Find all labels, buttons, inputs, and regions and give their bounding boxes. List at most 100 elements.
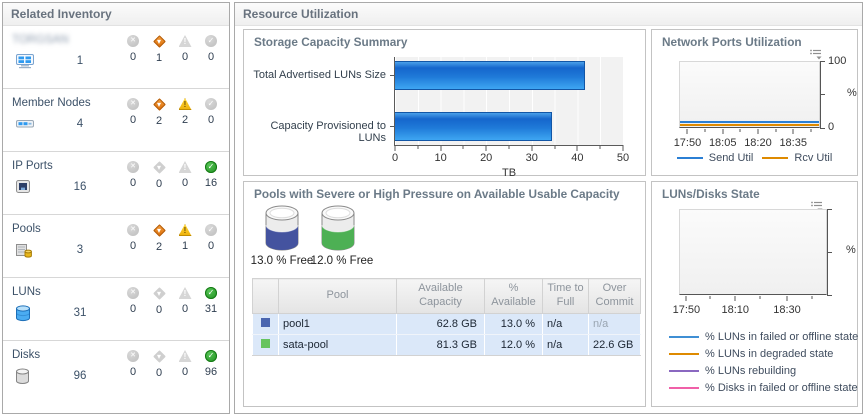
legend-item: % LUNs rebuilding <box>669 365 858 377</box>
critical-status-icon <box>127 98 139 110</box>
inventory-item-count: 96 <box>73 370 87 382</box>
inventory-item-count: 31 <box>73 307 87 319</box>
luns-degraded-swatch <box>669 353 699 355</box>
normal-status-icon <box>205 224 217 236</box>
legend-item: % LUNs in degraded state <box>669 348 858 360</box>
chart-options-icon[interactable] <box>809 48 825 62</box>
x-tick-label: 10 <box>434 152 447 164</box>
table-header-row: Pool Available Capacity % Available Time… <box>252 278 641 314</box>
time-to-full-column-header[interactable]: Time to Full <box>542 278 589 314</box>
card-title: Pools with Severe or High Pressure on Av… <box>254 187 620 201</box>
inventory-item-label[interactable]: Pools <box>12 223 41 235</box>
pct-available-cell: 13.0 % <box>484 313 543 335</box>
y-axis <box>820 61 825 129</box>
status-summary: 0 0 0 96 <box>120 350 224 379</box>
disks-failed-swatch <box>669 387 699 389</box>
pools-pressure-card: Pools with Severe or High Pressure on Av… <box>243 181 646 407</box>
time-to-full-cell: n/a <box>542 313 589 335</box>
inventory-item-label[interactable]: IP Ports <box>12 160 53 172</box>
critical-status-icon <box>127 350 139 362</box>
y-axis <box>827 209 832 296</box>
gauge-free-label: 13.0 % Free <box>250 255 314 267</box>
inventory-item-label[interactable]: TORGSAN <box>12 34 69 46</box>
gauge-free-label: 12.0 % Free <box>310 255 374 267</box>
x-tick-label: 17:50 <box>672 304 701 316</box>
storage-bar-plot: 0 10 20 30 40 50 TB <box>390 57 629 179</box>
available-capacity-cell: 81.3 GB <box>396 334 485 356</box>
inventory-item-label[interactable]: LUNs <box>12 286 41 298</box>
storage-capacity-summary-card: Storage Capacity Summary Total Advertise… <box>243 29 646 179</box>
related-inventory-header: Related Inventory <box>3 3 229 26</box>
critical-status-icon <box>127 287 139 299</box>
minor-status-icon <box>179 224 192 237</box>
minor-status-icon <box>179 35 192 48</box>
major-status-icon <box>153 287 166 300</box>
pct-available-column-header[interactable]: % Available <box>484 278 543 314</box>
table-row[interactable]: sata-pool 81.3 GB 12.0 % n/a 22.6 GB <box>252 334 641 356</box>
available-capacity-cell: 62.8 GB <box>396 313 485 335</box>
chart-legend: Send Util Rcv Util <box>652 152 857 164</box>
major-status-icon <box>153 161 166 174</box>
normal-status-icon <box>205 98 217 110</box>
luns-disks-state-card: LUNs/Disks State % 17:50 18:10 18:30 % L… <box>651 181 858 407</box>
major-status-icon <box>153 350 166 363</box>
inventory-item-label[interactable]: Disks <box>12 349 41 361</box>
lun-icon <box>15 305 37 323</box>
inventory-item-count: 4 <box>76 118 84 130</box>
available-capacity-column-header[interactable]: Available Capacity <box>396 278 485 314</box>
swatch-column-header <box>252 278 279 314</box>
rcv-util-swatch <box>762 157 789 159</box>
critical-status-icon <box>127 35 139 47</box>
inventory-row-system[interactable]: TORGSAN 1 0 1 0 0 <box>3 26 229 89</box>
inventory-row-luns[interactable]: LUNs 31 0 0 0 31 <box>3 278 229 341</box>
related-inventory-panel: Related Inventory TORGSAN 1 0 1 0 0 Memb… <box>2 2 230 414</box>
node-icon <box>15 116 37 134</box>
major-status-icon <box>153 35 166 48</box>
network-ports-utilization-card: Network Ports Utilization 100 0 % 17:50 … <box>651 29 858 176</box>
pool-name-cell: sata-pool <box>278 334 397 356</box>
bar-capacity-provisioned <box>395 112 553 141</box>
inventory-row-disks[interactable]: Disks 96 0 0 0 96 <box>3 341 229 404</box>
resource-utilization-panel: Resource Utilization Storage Capacity Su… <box>234 2 863 414</box>
status-summary: 0 0 0 16 <box>120 161 224 190</box>
minor-status-icon <box>179 350 192 363</box>
pool-column-header[interactable]: Pool <box>278 278 397 314</box>
send-util-swatch <box>676 157 703 159</box>
pool-color-swatch <box>261 339 270 348</box>
bar-label: Total Advertised LUNs Size <box>253 69 386 81</box>
pool-name-cell: pool1 <box>278 313 397 335</box>
x-tick-label: 18:20 <box>744 137 772 149</box>
critical-status-icon <box>127 161 139 173</box>
minor-status-icon <box>179 98 192 111</box>
pool-capacity-cylinder <box>320 204 356 257</box>
x-tick-label: 18:05 <box>708 137 737 149</box>
pool-capacity-cylinder <box>264 204 300 257</box>
table-row[interactable]: pool1 62.8 GB 13.0 % n/a n/a <box>252 313 641 335</box>
x-tick-label: 20 <box>480 152 493 164</box>
status-summary: 0 0 0 31 <box>120 287 224 316</box>
pools-table: Pool Available Capacity % Available Time… <box>252 278 641 356</box>
inventory-row-ip-ports[interactable]: IP Ports 16 0 0 0 16 <box>3 152 229 215</box>
y-tick-label: 0 <box>828 121 835 133</box>
luns-failed-swatch <box>669 336 699 338</box>
inventory-item-count: 16 <box>73 181 87 193</box>
card-title: LUNs/Disks State <box>662 187 760 201</box>
port-icon <box>15 179 37 197</box>
time-to-full-cell: n/a <box>542 334 589 356</box>
inventory-row-member-nodes[interactable]: Member Nodes 4 0 2 2 0 <box>3 89 229 152</box>
x-tick-label: 50 <box>616 152 630 164</box>
over-commit-column-header[interactable]: Over Commit <box>588 278 641 314</box>
legend-item: Send Util <box>676 152 753 164</box>
inventory-row-pools[interactable]: Pools 3 0 2 1 0 <box>3 215 229 278</box>
y-axis-unit-label: % <box>846 244 856 256</box>
bar-category-labels: Total Advertised LUNs Size Capacity Prov… <box>244 57 390 145</box>
network-line-plot <box>679 61 820 128</box>
legend-item: % Disks in failed or offline state <box>669 382 858 394</box>
pool-color-swatch <box>261 318 270 327</box>
luns-disks-line-plot <box>679 209 827 295</box>
pool-icon <box>15 242 37 260</box>
inventory-item-count: 1 <box>76 55 84 67</box>
y-tick-label: 100 <box>828 55 847 67</box>
inventory-item-label[interactable]: Member Nodes <box>12 97 91 109</box>
